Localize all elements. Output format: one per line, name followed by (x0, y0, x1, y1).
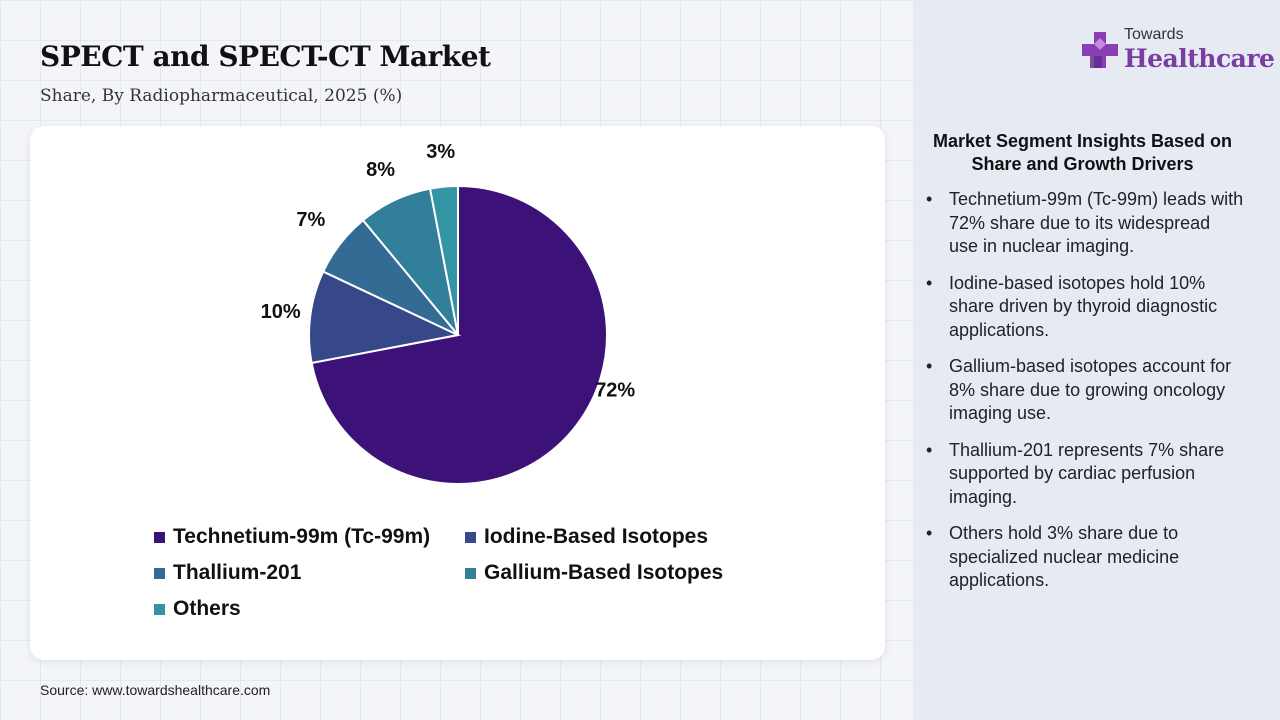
insight-item: Gallium-based isotopes account for 8% sh… (924, 355, 1244, 426)
legend-swatch (465, 567, 476, 579)
legend-item: Iodine-Based Isotopes (465, 524, 785, 550)
legend-swatch (465, 531, 476, 543)
insight-item: Others hold 3% share due to specialized … (924, 522, 1244, 593)
legend-label: Others (173, 597, 241, 620)
legend-item: Gallium-Based Isotopes (465, 560, 785, 586)
logo-text-towards: Towards (1124, 26, 1184, 43)
legend-label: Thallium-201 (173, 561, 302, 584)
insight-item: Technetium-99m (Tc-99m) leads with 72% s… (924, 188, 1244, 259)
pie-chart: 72% 10% 7% 8% 3% (261, 141, 635, 485)
insight-item: Iodine-based isotopes hold 10% share dri… (924, 272, 1244, 343)
slice-label: 3% (426, 141, 455, 163)
page-subtitle: Share, By Radiopharmaceutical, 2025 (%) (40, 86, 403, 106)
slice-label: 10% (261, 301, 301, 323)
legend-item: Thallium-201 (154, 560, 465, 586)
legend-item: Others (154, 596, 465, 622)
chart-card: 72% 10% 7% 8% 3% Technetium-99m (Tc-99m) Iodi… (30, 126, 885, 660)
chart-legend: Technetium-99m (Tc-99m) Iodine-Based Isot… (154, 524, 794, 622)
insights-list: Technetium-99m (Tc-99m) leads with 72% s… (924, 188, 1244, 606)
insight-item: Thallium-201 represents 7% share support… (924, 439, 1244, 510)
towards-healthcare-logo: Towards Healthcare (1080, 26, 1275, 78)
plus-cross-icon (1082, 32, 1118, 68)
legend-swatch (154, 603, 165, 615)
logo-text-healthcare: Healthcare (1124, 44, 1275, 73)
legend-item: Technetium-99m (Tc-99m) (154, 524, 465, 550)
insights-title: Market Segment Insights Based on Share a… (932, 131, 1233, 174)
source-note: Source: www.towardshealthcare.com (40, 682, 271, 698)
pie-slice (428, 184, 459, 336)
pie-slice (308, 270, 462, 365)
legend-label: Gallium-Based Isotopes (484, 561, 724, 584)
page-title: SPECT and SPECT-CT Market (40, 40, 491, 73)
slice-label: 7% (296, 209, 325, 231)
slice-label: 8% (366, 159, 395, 181)
legend-label: Iodine-Based Isotopes (484, 525, 709, 548)
slice-label: 72% (595, 379, 635, 401)
legend-swatch (154, 531, 165, 543)
legend-label: Technetium-99m (Tc-99m) (173, 525, 431, 548)
legend-swatch (154, 567, 165, 579)
